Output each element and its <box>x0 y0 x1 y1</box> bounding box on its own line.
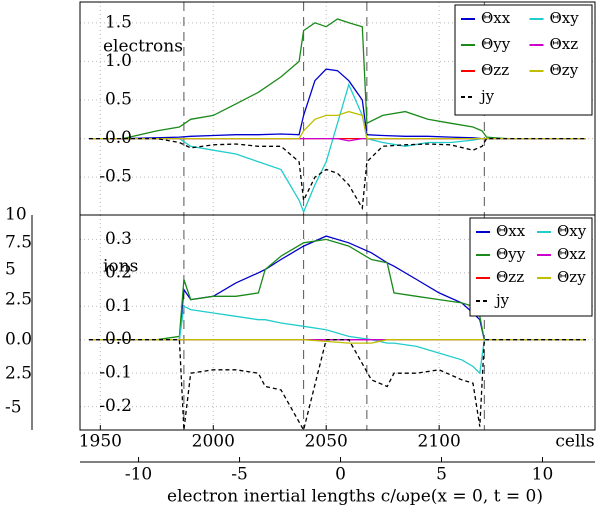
x-tick-label: 2000 <box>192 432 235 452</box>
panel-label: electrons <box>103 37 183 57</box>
y-tick-label: -0.2 <box>99 396 132 416</box>
legend-label: Θzz <box>481 61 509 79</box>
left-axis-label: -5 <box>5 398 22 418</box>
series-line <box>89 305 586 375</box>
x2-tick-label: -10 <box>125 465 152 485</box>
series-line <box>89 339 586 344</box>
y-tick-label: 0.2 <box>105 262 132 282</box>
legend: Θxx Θyy Θzz Θxy Θxz Θzy jy <box>454 4 593 116</box>
y-tick-label: 0.5 <box>105 90 132 110</box>
y-tick-label: 0.1 <box>105 296 132 316</box>
legend-label: Θyy <box>496 245 526 263</box>
legend-label: Θxz <box>550 35 579 53</box>
legend-label: Θxx <box>496 222 526 240</box>
left-axis-label: 5 <box>5 260 16 280</box>
left-axis-label: 2.5 <box>5 290 32 310</box>
x2-tick-label: 0 <box>335 465 346 485</box>
x2-tick-label: -5 <box>231 465 248 485</box>
legend-label: Θzz <box>496 268 524 286</box>
x-axis-label: cells <box>555 432 594 452</box>
legend-box <box>454 4 593 116</box>
left-axis-label: 2.5 <box>5 364 32 384</box>
y-tick-label: 0.3 <box>105 229 132 249</box>
left-axis-label: 7.5 <box>5 233 32 253</box>
legend: Θxx Θyy Θzz Θxy Θxz Θzy jy <box>469 217 593 317</box>
plot-frame <box>79 214 596 431</box>
panel-label: ions <box>103 257 138 277</box>
y-tick-label: 1.0 <box>105 51 132 71</box>
y-tick-label: 1.5 <box>105 12 132 32</box>
y-tick-label: -0.5 <box>99 167 132 187</box>
x2-axis-label: electron inertial lengths c/ωpe(x = 0, t… <box>167 487 543 507</box>
left-axis-label: 10 <box>5 205 27 225</box>
x-tick-label: 1950 <box>79 432 122 452</box>
legend-label: Θzy <box>550 61 579 79</box>
series-line <box>89 18 586 140</box>
legend-label: Θxx <box>481 9 511 27</box>
y-tick-label: 0.0 <box>105 128 132 148</box>
legend-label: Θxy <box>550 9 580 27</box>
x2-tick-label: 5 <box>436 465 447 485</box>
left-axis-label: 0.0 <box>5 330 32 350</box>
series-line <box>89 110 586 140</box>
legend-label: Θxz <box>557 245 586 263</box>
y-tick-label: 0.0 <box>105 329 132 349</box>
x2-tick-label: 10 <box>532 465 554 485</box>
x-tick-label: 2050 <box>305 432 348 452</box>
legend-label: jy <box>479 87 495 105</box>
legend-box <box>469 217 593 317</box>
y-tick-label: -0.1 <box>99 363 132 383</box>
series-line <box>89 137 586 211</box>
series-line <box>89 235 586 341</box>
legend-label: Θzy <box>557 268 586 286</box>
x-tick-label: 2100 <box>418 432 461 452</box>
series-line <box>89 339 586 430</box>
legend-label: jy <box>494 291 510 309</box>
legend-label: Θxy <box>557 222 587 240</box>
legend-label: Θyy <box>481 35 511 53</box>
